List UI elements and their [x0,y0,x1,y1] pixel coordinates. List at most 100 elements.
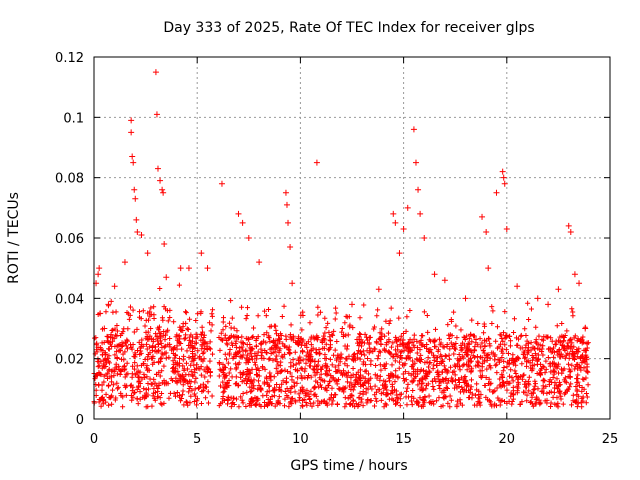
noise-marker [336,362,342,368]
data-point [555,286,562,293]
noise-marker [167,335,173,341]
noise-marker [291,379,297,385]
noise-marker [476,363,482,369]
noise-marker [188,393,194,399]
noise-marker [109,379,115,385]
noise-marker [285,394,291,400]
noise-marker [252,395,258,401]
noise-marker [447,346,453,352]
noise-marker [363,334,369,340]
noise-marker [229,400,235,406]
noise-marker [375,356,381,362]
noise-marker [227,346,233,352]
noise-marker [99,340,105,346]
noise-marker [438,404,444,410]
noise-marker [422,360,428,366]
noise-marker [548,403,554,409]
noise-marker [238,353,244,359]
noise-marker [249,381,255,387]
noise-marker [344,356,350,362]
noise-marker [542,378,548,384]
noise-marker [481,357,487,363]
noise-marker [186,389,192,395]
noise-marker [275,362,281,368]
noise-marker [572,333,578,339]
noise-marker [316,351,322,357]
noise-marker [315,366,321,372]
noise-marker [115,371,121,377]
noise-marker [275,370,281,376]
noise-marker [186,354,192,360]
noise-marker [332,347,338,353]
data-point [144,250,151,257]
noise-marker [478,392,484,398]
noise-marker [200,381,206,387]
noise-marker [186,385,192,391]
noise-marker [158,355,164,361]
noise-marker [229,315,235,321]
noise-marker [445,368,451,374]
noise-marker [339,329,345,335]
noise-marker [560,367,566,373]
noise-marker [387,378,393,384]
noise-marker [462,350,468,356]
noise-marker [122,349,128,355]
noise-marker [374,313,380,319]
noise-marker [165,342,171,348]
noise-marker [174,337,180,343]
noise-marker [479,340,485,346]
noise-marker [203,395,209,401]
noise-marker [556,389,562,395]
noise-marker [570,398,576,404]
noise-marker [486,398,492,404]
noise-marker [500,338,506,344]
noise-marker [540,343,546,349]
noise-marker [546,379,552,385]
noise-marker [172,355,178,361]
noise-marker [483,394,489,400]
noise-marker [424,313,430,319]
noise-marker [578,365,584,371]
noise-marker [176,356,182,362]
noise-marker [396,359,402,365]
noise-marker [501,365,507,371]
noise-marker [274,359,280,365]
noise-marker [383,342,389,348]
noise-marker [521,372,527,378]
noise-marker [508,393,514,399]
noise-marker [573,399,579,405]
noise-marker [368,361,374,367]
noise-marker [397,349,403,355]
noise-marker [184,348,190,354]
noise-marker [569,402,575,408]
noise-marker [114,322,120,328]
noise-marker [408,372,414,378]
noise-marker [427,360,433,366]
noise-marker [448,364,454,370]
noise-marker [557,379,563,385]
noise-marker [552,342,558,348]
x-tick-label: 5 [193,432,201,447]
noise-marker [158,340,164,346]
noise-marker [231,333,237,339]
noise-marker [362,375,368,381]
noise-marker [417,347,423,353]
noise-marker [207,358,213,364]
noise-marker [271,388,277,394]
noise-marker [273,365,279,371]
noise-marker [554,402,560,408]
noise-marker [420,387,426,393]
noise-marker [347,402,353,408]
noise-marker [231,334,237,340]
noise-marker [568,344,574,350]
noise-marker [509,399,515,405]
noise-marker [551,360,557,366]
noise-marker [545,355,551,361]
noise-marker [390,340,396,346]
noise-marker [106,353,112,359]
noise-marker [128,345,134,351]
noise-marker [226,377,232,383]
noise-marker [390,390,396,396]
noise-marker [308,347,314,353]
noise-marker [245,352,251,358]
